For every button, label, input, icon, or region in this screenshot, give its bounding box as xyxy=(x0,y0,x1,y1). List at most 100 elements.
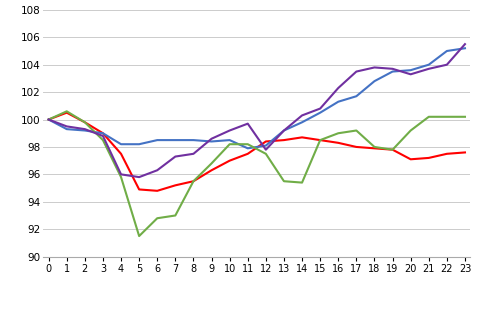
Average of the five major crises xyxy=(281,129,287,133)
Eurozone xyxy=(64,111,70,115)
Eurozone xyxy=(245,152,251,156)
Japan xyxy=(299,181,305,185)
Japan xyxy=(408,129,414,133)
Eurozone xyxy=(263,139,269,143)
Japan xyxy=(155,216,160,220)
U.S. xyxy=(444,63,450,67)
Japan xyxy=(227,142,232,146)
Average of the five major crises xyxy=(227,138,232,142)
Japan xyxy=(118,175,124,179)
Japan xyxy=(263,152,269,156)
Japan xyxy=(245,142,251,146)
Japan xyxy=(136,234,142,238)
Japan xyxy=(353,129,359,133)
Average of the five major crises xyxy=(299,120,305,124)
U.S. xyxy=(353,70,359,74)
Eurozone xyxy=(118,152,124,156)
U.S. xyxy=(336,86,341,90)
Average of the five major crises xyxy=(82,129,88,133)
Eurozone xyxy=(191,179,196,183)
U.S. xyxy=(155,168,160,172)
Japan xyxy=(372,145,377,149)
Average of the five major crises xyxy=(390,70,396,74)
U.S. xyxy=(64,124,70,128)
Japan xyxy=(64,109,70,113)
U.S. xyxy=(408,72,414,76)
Japan xyxy=(82,120,88,124)
Line: Eurozone: Eurozone xyxy=(48,113,465,191)
Average of the five major crises xyxy=(426,63,432,67)
U.S. xyxy=(372,65,377,69)
Average of the five major crises xyxy=(155,138,160,142)
Japan xyxy=(336,131,341,135)
Eurozone xyxy=(136,188,142,191)
Eurozone xyxy=(336,141,341,145)
Average of the five major crises xyxy=(46,117,51,121)
Eurozone xyxy=(100,131,106,135)
Eurozone xyxy=(317,138,323,142)
Eurozone xyxy=(372,146,377,150)
Eurozone xyxy=(444,152,450,156)
Japan xyxy=(390,148,396,152)
Average of the five major crises xyxy=(408,68,414,72)
U.S. xyxy=(426,67,432,71)
Japan xyxy=(100,138,106,142)
Eurozone xyxy=(46,117,51,121)
Eurozone xyxy=(82,120,88,124)
Line: Japan: Japan xyxy=(48,111,465,236)
Eurozone xyxy=(408,157,414,161)
U.S. xyxy=(263,148,269,152)
Eurozone xyxy=(227,159,232,163)
U.S. xyxy=(281,129,287,133)
U.S. xyxy=(46,117,51,121)
Japan xyxy=(462,115,468,119)
Average of the five major crises xyxy=(263,143,269,147)
Japan xyxy=(281,179,287,183)
Japan xyxy=(209,162,215,165)
U.S. xyxy=(136,175,142,179)
Average of the five major crises xyxy=(444,49,450,53)
Average of the five major crises xyxy=(100,131,106,135)
Eurozone xyxy=(209,168,215,172)
U.S. xyxy=(227,129,232,133)
Eurozone xyxy=(281,138,287,142)
Eurozone xyxy=(462,150,468,154)
Average of the five major crises xyxy=(462,46,468,50)
Average of the five major crises xyxy=(191,138,196,142)
U.S. xyxy=(172,155,178,159)
Average of the five major crises xyxy=(336,100,341,104)
U.S. xyxy=(317,107,323,111)
Eurozone xyxy=(353,145,359,149)
Average of the five major crises xyxy=(172,138,178,142)
Average of the five major crises xyxy=(64,127,70,131)
Average of the five major crises xyxy=(209,139,215,143)
Average of the five major crises xyxy=(317,111,323,115)
U.S. xyxy=(299,114,305,117)
U.S. xyxy=(390,67,396,71)
U.S. xyxy=(209,137,215,141)
Japan xyxy=(172,214,178,217)
Japan xyxy=(317,138,323,142)
U.S. xyxy=(191,152,196,156)
Japan xyxy=(46,117,51,121)
Eurozone xyxy=(172,183,178,187)
U.S. xyxy=(462,42,468,46)
Average of the five major crises xyxy=(372,79,377,83)
U.S. xyxy=(100,134,106,138)
Line: Average of the five major crises: Average of the five major crises xyxy=(48,48,465,148)
Eurozone xyxy=(155,189,160,193)
Average of the five major crises xyxy=(245,146,251,150)
Eurozone xyxy=(299,136,305,139)
Line: U.S.: U.S. xyxy=(48,44,465,177)
U.S. xyxy=(118,172,124,176)
Average of the five major crises xyxy=(353,94,359,98)
Japan xyxy=(426,115,432,119)
Eurozone xyxy=(390,148,396,152)
Japan xyxy=(444,115,450,119)
Average of the five major crises xyxy=(118,142,124,146)
Average of the five major crises xyxy=(136,142,142,146)
U.S. xyxy=(82,127,88,131)
U.S. xyxy=(245,122,251,126)
Japan xyxy=(191,179,196,183)
Eurozone xyxy=(426,156,432,160)
